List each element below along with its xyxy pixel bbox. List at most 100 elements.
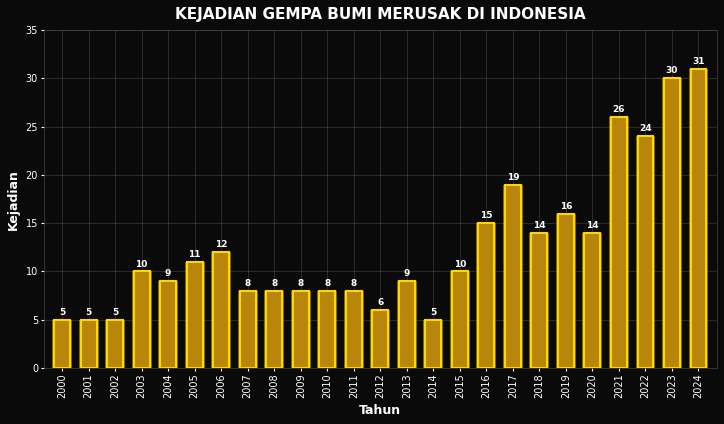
Bar [529,233,550,368]
Bar [159,281,178,368]
Text: 26: 26 [613,105,626,114]
Bar [583,233,602,368]
Bar [54,320,70,368]
Bar [264,291,285,368]
Bar [132,271,151,368]
Bar [371,310,390,368]
Bar [187,262,203,368]
Text: 9: 9 [404,269,410,278]
Bar [264,291,285,368]
Text: 12: 12 [215,240,227,249]
Bar [691,69,707,368]
Bar [529,233,550,368]
Bar [609,117,629,368]
Text: 8: 8 [298,279,304,288]
Bar [105,320,125,368]
Text: 8: 8 [245,279,251,288]
Bar [531,233,547,368]
Text: 5: 5 [85,308,92,317]
Bar [160,281,176,368]
Bar [556,214,576,368]
Bar [291,291,311,368]
Text: 10: 10 [135,259,148,268]
Bar [583,233,602,368]
Bar [638,136,654,368]
Bar [556,214,576,368]
Bar [346,291,362,368]
Bar [503,184,523,368]
Bar [266,291,282,368]
Title: KEJADIAN GEMPA BUMI MERUSAK DI INDONESIA: KEJADIAN GEMPA BUMI MERUSAK DI INDONESIA [175,7,586,22]
Bar [237,291,258,368]
Bar [211,252,231,368]
Bar [636,136,655,368]
Text: 8: 8 [324,279,330,288]
Bar [636,136,655,368]
Bar [424,320,443,368]
Bar [52,320,72,368]
Bar [371,310,390,368]
Text: 5: 5 [112,308,118,317]
Text: 11: 11 [188,250,201,259]
Bar [134,271,150,368]
Bar [79,320,98,368]
Bar [317,291,337,368]
Bar [503,184,523,368]
Bar [319,291,335,368]
Text: 9: 9 [165,269,172,278]
Bar [609,117,629,368]
Bar [424,320,443,368]
Bar [159,281,178,368]
Bar [662,78,682,368]
Text: 14: 14 [533,221,546,230]
Bar [79,320,98,368]
Bar [476,223,497,368]
Bar [105,320,125,368]
Bar [450,271,470,368]
Bar [558,214,574,368]
Bar [79,320,98,368]
Bar [452,271,468,368]
Bar [503,184,523,368]
Bar [159,281,178,368]
Text: 15: 15 [480,211,492,220]
Bar [424,320,443,368]
Bar [291,291,311,368]
Bar [476,223,497,368]
Bar [132,271,151,368]
Bar [105,320,125,368]
Bar [529,233,550,368]
Bar [240,291,256,368]
Bar [371,310,390,368]
Text: 5: 5 [59,308,65,317]
Bar [689,69,709,368]
Bar [185,262,205,368]
Bar [292,291,308,368]
Bar [344,291,363,368]
Bar [450,271,470,368]
Bar [689,69,709,368]
Bar [476,223,497,368]
Bar [80,320,96,368]
Bar [689,69,709,368]
Bar [132,271,151,368]
Bar [107,320,123,368]
Bar [214,252,230,368]
Text: 5: 5 [430,308,437,317]
Bar [52,320,72,368]
Bar [185,262,205,368]
Bar [317,291,337,368]
Bar [397,281,417,368]
Bar [583,233,602,368]
Text: 10: 10 [454,259,466,268]
Bar [505,184,521,368]
Bar [584,233,600,368]
Bar [344,291,363,368]
Bar [479,223,494,368]
Bar [237,291,258,368]
Bar [344,291,363,368]
Bar [291,291,311,368]
Bar [317,291,337,368]
Text: 24: 24 [639,124,652,134]
Text: 8: 8 [271,279,277,288]
